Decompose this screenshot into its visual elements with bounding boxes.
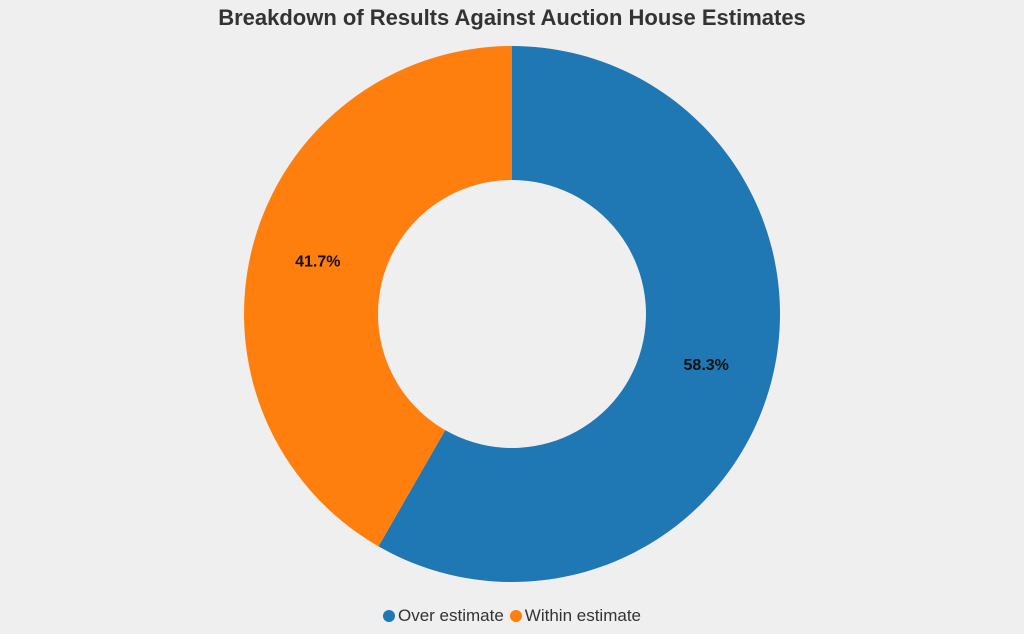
slice-within-estimate[interactable] — [243, 46, 512, 547]
legend-item-over-estimate[interactable]: Over estimate — [382, 606, 504, 626]
legend: Over estimate Within estimate — [0, 606, 1024, 626]
legend-label-over-estimate: Over estimate — [397, 606, 504, 625]
legend-swatch-within-estimate — [509, 610, 522, 622]
slice-over-estimate[interactable] — [378, 46, 780, 582]
slice-label-over-estimate: 58.3% — [684, 357, 729, 374]
slice-label-within-estimate: 41.7% — [295, 253, 340, 270]
chart-title: Breakdown of Results Against Auction Hou… — [218, 5, 806, 30]
legend-swatch-over-estimate — [382, 610, 395, 622]
legend-label-within-estimate: Within estimate — [524, 606, 641, 625]
legend-item-within-estimate[interactable]: Within estimate — [509, 606, 641, 626]
